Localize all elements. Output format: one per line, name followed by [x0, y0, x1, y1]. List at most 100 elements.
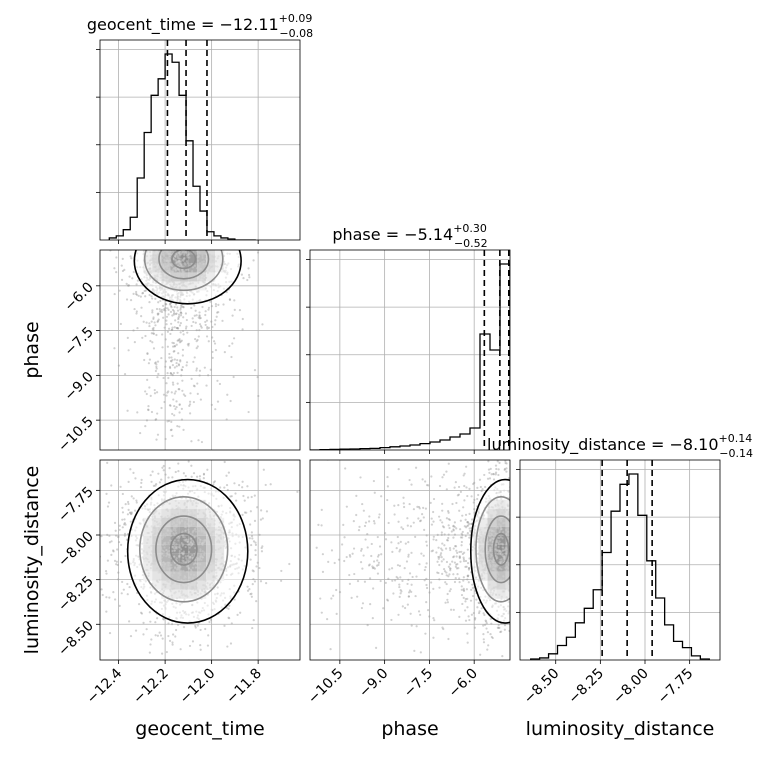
scatter-point [544, 492, 546, 494]
scatter-point [223, 624, 226, 627]
scatter-point [171, 314, 174, 317]
scatter-point [550, 543, 552, 545]
scatter-point [218, 232, 220, 234]
scatter-point [463, 499, 466, 502]
scatter-point [352, 520, 355, 523]
scatter-point [160, 356, 163, 360]
scatter-point [203, 237, 205, 239]
scatter-point [96, 620, 98, 622]
scatter-point [521, 582, 523, 584]
scatter-point [444, 581, 447, 584]
scatter-point [183, 229, 185, 231]
scatter-point [117, 578, 120, 581]
scatter-point [249, 510, 252, 513]
scatter-point [468, 527, 471, 530]
scatter-point [460, 544, 463, 547]
scatter-point [497, 468, 500, 471]
panel-title-geocent_time: geocent_time = −12.11+0.09 −0.08 [87, 12, 313, 40]
scatter-point [513, 549, 515, 551]
scatter-point [252, 578, 255, 581]
scatter-point [521, 520, 523, 522]
scatter-point [154, 217, 156, 219]
scatter-point [449, 567, 452, 570]
scatter-point [437, 557, 440, 560]
scatter-point [172, 197, 174, 199]
scatter-point [195, 475, 199, 478]
scatter-point [329, 648, 332, 651]
scatter-point [101, 593, 104, 597]
scatter-point [196, 226, 198, 228]
scatter-point [170, 247, 172, 249]
scatter-point [161, 346, 164, 349]
scatter-point [462, 579, 465, 582]
scatter-point [155, 367, 158, 370]
scatter-point [466, 578, 469, 581]
scatter-point [406, 603, 409, 606]
histogram-layer [108, 40, 710, 660]
scatter-point [144, 295, 147, 298]
scatter-point [386, 485, 389, 488]
scatter-point [231, 342, 234, 345]
scatter-point [185, 318, 188, 322]
scatter-point [197, 335, 200, 338]
scatter-point [218, 164, 220, 166]
scatter-point [487, 468, 491, 471]
scatter-point [182, 393, 185, 396]
scatter-point [466, 641, 469, 644]
scatter-point [464, 600, 467, 603]
scatter-point [131, 277, 134, 280]
scatter-point [149, 620, 152, 623]
scatter-point [232, 337, 236, 340]
scatter-point [171, 643, 174, 646]
scatter-point [459, 490, 462, 493]
scatter-point [464, 513, 468, 516]
scatter-point [207, 451, 209, 453]
scatter-point [166, 345, 169, 348]
scatter-point [193, 385, 196, 388]
scatter-point [528, 500, 530, 502]
scatter-point [467, 568, 471, 571]
scatter-point [177, 462, 180, 465]
scatter-point [544, 522, 546, 524]
scatter-point [172, 342, 176, 345]
scatter-point [521, 587, 523, 589]
scatter-point [521, 520, 523, 522]
scatter-point [544, 498, 546, 500]
scatter-point [171, 358, 174, 362]
scatter-point [172, 313, 175, 316]
scatter-point [482, 612, 485, 615]
scatter-point [134, 477, 137, 480]
scatter-point [148, 651, 151, 654]
scatter-point [553, 567, 555, 569]
scatter-point [495, 467, 498, 471]
scatter-point [175, 228, 177, 230]
scatter-point [154, 246, 156, 248]
scatter-point [372, 479, 375, 483]
scatter-point [112, 549, 115, 552]
scatter-point [211, 356, 214, 359]
scatter-point [407, 595, 411, 598]
scatter-point [511, 584, 513, 586]
scatter-point [391, 550, 394, 553]
scatter-point [343, 559, 346, 563]
scatter-point [288, 562, 291, 566]
scatter-point [148, 322, 151, 325]
scatter-point [446, 598, 449, 601]
scatter-point [172, 398, 175, 401]
scatter-point [526, 485, 528, 487]
scatter-point [492, 478, 496, 481]
scatter-point [421, 513, 424, 516]
scatter-point [180, 243, 182, 245]
scatter-point [515, 552, 517, 554]
scatter-point [432, 497, 436, 501]
scatter-point [147, 362, 151, 365]
scatter-point [129, 299, 133, 302]
scatter-point [161, 652, 164, 655]
scatter-point [523, 557, 525, 559]
scatter-point [268, 230, 270, 232]
density-cell [515, 518, 524, 527]
scatter-point [524, 543, 526, 545]
scatter-point [419, 520, 422, 523]
scatter-point [198, 369, 202, 372]
scatter-point [183, 196, 185, 198]
